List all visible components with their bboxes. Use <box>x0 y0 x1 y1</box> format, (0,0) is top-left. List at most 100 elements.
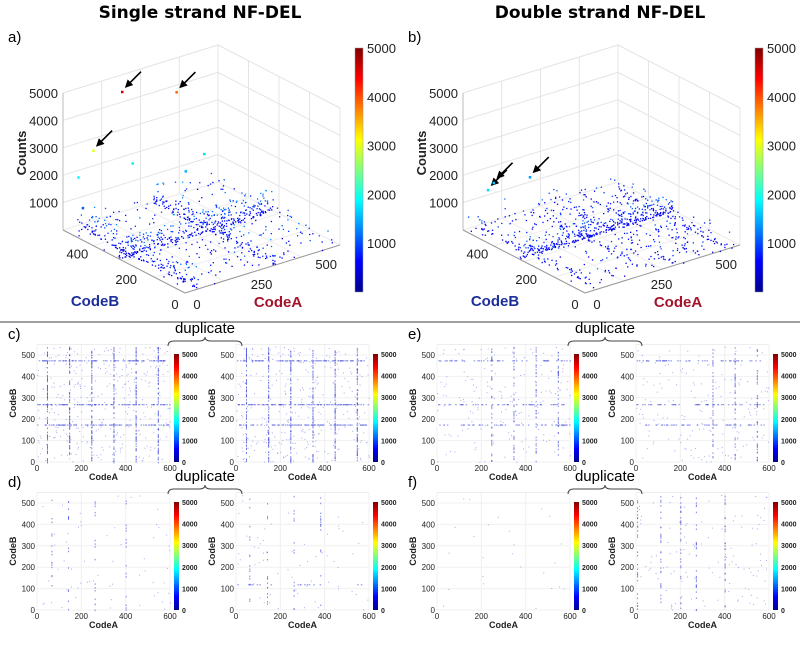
data-point <box>648 245 650 247</box>
data-point <box>313 420 315 422</box>
data-point <box>157 412 159 414</box>
data-point <box>288 348 290 350</box>
data-point <box>211 210 214 213</box>
data-point <box>504 347 506 349</box>
data-point <box>563 424 565 426</box>
data-point <box>642 217 644 220</box>
data-point <box>121 369 123 371</box>
data-point <box>229 228 232 230</box>
data-point <box>244 193 247 195</box>
data-point <box>91 227 93 229</box>
data-point <box>614 194 617 197</box>
data-point <box>47 417 49 419</box>
data-point <box>237 404 240 406</box>
y-axis-label: CodeB <box>207 536 217 566</box>
data-point <box>249 578 251 580</box>
data-point <box>734 384 736 386</box>
data-point <box>501 395 503 397</box>
data-point <box>320 502 322 505</box>
data-point <box>656 213 659 215</box>
data-point <box>114 366 116 368</box>
data-point <box>712 356 714 358</box>
data-point <box>169 404 171 406</box>
data-point <box>537 254 540 256</box>
data-point <box>314 387 316 389</box>
data-point <box>567 236 569 238</box>
data-point <box>89 447 91 449</box>
data-point <box>501 234 503 236</box>
data-point <box>524 214 526 216</box>
data-point <box>149 381 151 383</box>
data-point <box>535 375 537 378</box>
data-point <box>553 243 556 245</box>
data-point <box>271 205 274 208</box>
data-point <box>334 447 336 449</box>
data-point <box>367 365 369 367</box>
data-point <box>491 356 493 358</box>
data-point <box>255 219 257 222</box>
data-point <box>61 404 64 406</box>
data-point <box>312 410 314 412</box>
data-point <box>230 238 232 240</box>
data-point <box>185 188 188 190</box>
data-point <box>135 252 138 255</box>
data-point <box>69 425 71 428</box>
data-point <box>135 390 137 392</box>
data-point <box>221 223 223 225</box>
data-point <box>209 251 212 254</box>
data-point <box>178 221 181 223</box>
data-point <box>312 354 314 357</box>
data-point <box>337 368 339 370</box>
data-point <box>116 424 118 426</box>
data-point <box>283 347 285 349</box>
data-point <box>157 183 159 185</box>
data-point <box>575 240 578 242</box>
data-point <box>188 234 191 236</box>
data-point <box>469 410 471 412</box>
data-point <box>335 393 337 395</box>
data-point <box>582 216 584 218</box>
data-point <box>497 226 499 228</box>
data-point <box>267 575 269 578</box>
data-point <box>756 436 758 438</box>
data-point <box>245 359 247 361</box>
data-point <box>291 551 293 553</box>
data-point <box>91 360 94 362</box>
data-point <box>91 386 93 388</box>
data-point <box>91 350 93 353</box>
data-point <box>443 405 445 407</box>
data-point <box>356 459 358 462</box>
data-point <box>323 403 325 405</box>
data-point <box>252 440 254 442</box>
data-point <box>188 236 191 238</box>
plot-area <box>235 492 370 611</box>
data-point <box>472 424 474 426</box>
data-point <box>44 352 46 354</box>
data-point <box>537 412 539 414</box>
data-point <box>187 261 189 263</box>
data-point <box>268 348 270 350</box>
data-point <box>187 235 189 237</box>
data-point <box>590 205 592 208</box>
data-point <box>162 374 164 376</box>
data-point <box>557 394 559 397</box>
data-point <box>612 228 614 230</box>
data-point <box>356 398 358 400</box>
data-point <box>467 376 469 378</box>
data-point <box>235 201 238 203</box>
data-point <box>77 401 79 403</box>
data-point <box>538 249 541 251</box>
data-point <box>206 224 208 226</box>
data-point <box>589 230 592 232</box>
data-point <box>675 424 678 426</box>
data-point <box>360 459 362 461</box>
colorbar <box>354 47 364 293</box>
data-point <box>569 455 571 457</box>
data-point <box>69 422 71 425</box>
data-point <box>252 584 254 586</box>
data-point <box>580 189 583 191</box>
data-point <box>122 386 124 388</box>
data-point <box>280 360 282 362</box>
data-point <box>221 210 224 213</box>
data-point <box>81 228 83 231</box>
